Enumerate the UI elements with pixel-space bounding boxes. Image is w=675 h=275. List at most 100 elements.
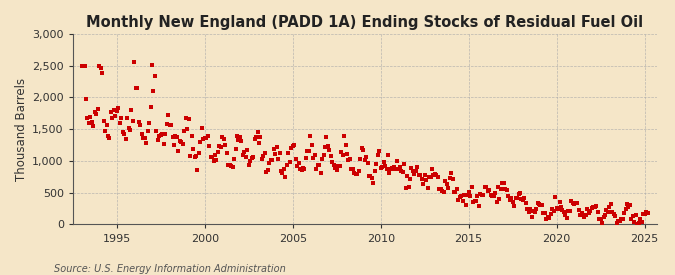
Point xyxy=(313,163,323,167)
Point xyxy=(516,197,527,201)
Point xyxy=(403,185,414,189)
Point xyxy=(512,196,522,200)
Point xyxy=(302,148,313,153)
Point xyxy=(105,109,116,114)
Point xyxy=(469,199,480,203)
Point xyxy=(594,217,605,221)
Point xyxy=(632,222,643,226)
Point xyxy=(219,137,230,141)
Point xyxy=(528,209,539,213)
Point xyxy=(620,207,631,211)
Point xyxy=(145,104,156,109)
Point xyxy=(385,167,396,172)
Point xyxy=(319,145,330,149)
Point xyxy=(254,141,265,145)
Point xyxy=(299,166,310,171)
Point xyxy=(525,207,536,212)
Point xyxy=(305,134,316,138)
Point xyxy=(498,181,509,186)
Point xyxy=(296,168,307,173)
Point xyxy=(377,165,387,169)
Point xyxy=(509,204,520,208)
Point xyxy=(504,198,515,202)
Point xyxy=(569,202,580,206)
Point xyxy=(164,122,175,127)
Point xyxy=(142,128,153,133)
Point xyxy=(321,134,332,139)
Point xyxy=(349,170,360,175)
Point xyxy=(92,107,103,111)
Point xyxy=(444,176,455,180)
Point xyxy=(144,120,155,125)
Point xyxy=(380,164,391,168)
Point xyxy=(435,187,446,191)
Point xyxy=(362,161,373,165)
Point xyxy=(169,142,180,147)
Point xyxy=(483,188,493,193)
Point xyxy=(263,167,273,172)
Point xyxy=(167,135,178,139)
Point xyxy=(529,209,540,214)
Point xyxy=(331,168,342,172)
Point xyxy=(624,203,635,207)
Point xyxy=(292,164,302,168)
Point xyxy=(543,215,554,219)
Point xyxy=(295,166,306,171)
Point xyxy=(383,153,394,157)
Point xyxy=(495,186,506,191)
Point xyxy=(398,169,408,174)
Point xyxy=(446,171,456,175)
Point xyxy=(140,141,151,145)
Point xyxy=(223,163,234,167)
Point xyxy=(583,211,594,215)
Point xyxy=(608,211,619,216)
Point xyxy=(367,176,377,180)
Point xyxy=(340,142,351,147)
Point xyxy=(315,171,326,175)
Point xyxy=(472,194,483,199)
Point xyxy=(419,172,430,177)
Point xyxy=(98,119,109,123)
Point xyxy=(256,156,267,161)
Point xyxy=(547,207,558,211)
Point xyxy=(323,144,333,148)
Point xyxy=(503,193,514,198)
Point xyxy=(562,215,572,220)
Point xyxy=(364,174,375,178)
Point xyxy=(271,145,282,150)
Point xyxy=(270,152,281,156)
Point xyxy=(582,207,593,211)
Point xyxy=(293,161,304,165)
Point xyxy=(148,89,159,93)
Point xyxy=(139,136,150,140)
Point xyxy=(215,145,226,150)
Point xyxy=(288,144,298,148)
Point xyxy=(629,219,640,224)
Point xyxy=(539,211,550,215)
Point xyxy=(151,129,162,133)
Point xyxy=(628,214,639,219)
Point xyxy=(425,175,436,179)
Point xyxy=(196,126,207,130)
Point xyxy=(161,121,172,126)
Point xyxy=(154,133,165,138)
Point xyxy=(207,155,217,159)
Point xyxy=(570,201,581,206)
Title: Monthly New England (PADD 1A) Ending Stocks of Residual Fuel Oil: Monthly New England (PADD 1A) Ending Sto… xyxy=(86,15,643,30)
Point xyxy=(438,189,449,194)
Point xyxy=(580,213,591,217)
Point xyxy=(136,132,147,136)
Point xyxy=(523,210,534,214)
Point xyxy=(107,116,118,120)
Point xyxy=(227,164,238,169)
Point xyxy=(638,212,649,216)
Point xyxy=(478,193,489,197)
Point xyxy=(268,146,279,151)
Point xyxy=(190,154,201,158)
Point xyxy=(170,134,181,139)
Point xyxy=(468,200,479,204)
Point xyxy=(103,134,113,138)
Point xyxy=(537,203,547,207)
Point xyxy=(157,132,167,137)
Point xyxy=(454,195,465,199)
